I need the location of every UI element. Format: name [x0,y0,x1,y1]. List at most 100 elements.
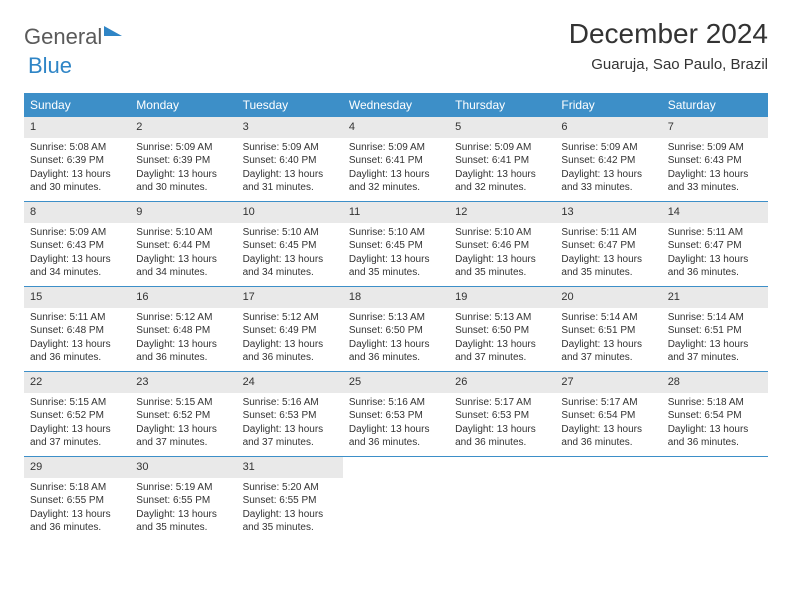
day-info: Sunrise: 5:13 AMSunset: 6:50 PMDaylight:… [449,308,555,371]
calendar-day-cell: 11Sunrise: 5:10 AMSunset: 6:45 PMDayligh… [343,202,449,286]
calendar-day-cell: 7Sunrise: 5:09 AMSunset: 6:43 PMDaylight… [662,117,768,201]
calendar-day-cell: 8Sunrise: 5:09 AMSunset: 6:43 PMDaylight… [24,202,130,286]
daylight-text: Daylight: 13 hours and 36 minutes. [30,338,124,365]
sunrise-text: Sunrise: 5:18 AM [668,396,762,410]
sunrise-text: Sunrise: 5:10 AM [136,226,230,240]
sunset-text: Sunset: 6:42 PM [561,154,655,168]
sunset-text: Sunset: 6:51 PM [561,324,655,338]
sunrise-text: Sunrise: 5:09 AM [455,141,549,155]
date-number: 17 [237,287,343,308]
daylight-text: Daylight: 13 hours and 32 minutes. [349,168,443,195]
sunset-text: Sunset: 6:49 PM [243,324,337,338]
date-number: 29 [24,457,130,478]
calendar-day-cell: 14Sunrise: 5:11 AMSunset: 6:47 PMDayligh… [662,202,768,286]
date-number: 27 [555,372,661,393]
sunrise-text: Sunrise: 5:10 AM [349,226,443,240]
day-info: Sunrise: 5:10 AMSunset: 6:46 PMDaylight:… [449,223,555,286]
daylight-text: Daylight: 13 hours and 37 minutes. [243,423,337,450]
sunset-text: Sunset: 6:53 PM [455,409,549,423]
daylight-text: Daylight: 13 hours and 34 minutes. [30,253,124,280]
calendar-day-cell: 21Sunrise: 5:14 AMSunset: 6:51 PMDayligh… [662,287,768,371]
day-info: Sunrise: 5:15 AMSunset: 6:52 PMDaylight:… [130,393,236,456]
sunset-text: Sunset: 6:47 PM [561,239,655,253]
brand-logo: General [24,18,122,50]
sunrise-text: Sunrise: 5:09 AM [30,226,124,240]
date-number: 6 [555,117,661,138]
day-info: Sunrise: 5:18 AMSunset: 6:55 PMDaylight:… [24,478,130,541]
day-info: Sunrise: 5:09 AMSunset: 6:39 PMDaylight:… [130,138,236,201]
sunset-text: Sunset: 6:43 PM [30,239,124,253]
sunrise-text: Sunrise: 5:14 AM [561,311,655,325]
day-info: Sunrise: 5:18 AMSunset: 6:54 PMDaylight:… [662,393,768,456]
sunset-text: Sunset: 6:53 PM [243,409,337,423]
daylight-text: Daylight: 13 hours and 35 minutes. [561,253,655,280]
daylight-text: Daylight: 13 hours and 33 minutes. [668,168,762,195]
daylight-text: Daylight: 13 hours and 33 minutes. [561,168,655,195]
daylight-text: Daylight: 13 hours and 35 minutes. [136,508,230,535]
daylight-text: Daylight: 13 hours and 36 minutes. [561,423,655,450]
calendar-week-row: 22Sunrise: 5:15 AMSunset: 6:52 PMDayligh… [24,372,768,457]
calendar-day-cell: 30Sunrise: 5:19 AMSunset: 6:55 PMDayligh… [130,457,236,541]
sunset-text: Sunset: 6:40 PM [243,154,337,168]
date-number: 11 [343,202,449,223]
sunset-text: Sunset: 6:55 PM [30,494,124,508]
date-number: 30 [130,457,236,478]
sunset-text: Sunset: 6:55 PM [243,494,337,508]
calendar-day-cell: 4Sunrise: 5:09 AMSunset: 6:41 PMDaylight… [343,117,449,201]
day-info: Sunrise: 5:19 AMSunset: 6:55 PMDaylight:… [130,478,236,541]
location-text: Guaruja, Sao Paulo, Brazil [569,56,768,73]
sunrise-text: Sunrise: 5:14 AM [668,311,762,325]
day-info: Sunrise: 5:09 AMSunset: 6:40 PMDaylight:… [237,138,343,201]
day-of-week-header: Thursday [449,93,555,117]
brand-part2: Blue [24,53,72,78]
sunset-text: Sunset: 6:50 PM [455,324,549,338]
sunrise-text: Sunrise: 5:15 AM [30,396,124,410]
sunrise-text: Sunrise: 5:13 AM [349,311,443,325]
calendar-day-cell: 23Sunrise: 5:15 AMSunset: 6:52 PMDayligh… [130,372,236,456]
day-info: Sunrise: 5:11 AMSunset: 6:47 PMDaylight:… [662,223,768,286]
date-number: 22 [24,372,130,393]
sunset-text: Sunset: 6:55 PM [136,494,230,508]
calendar-day-cell: 9Sunrise: 5:10 AMSunset: 6:44 PMDaylight… [130,202,236,286]
day-info: Sunrise: 5:14 AMSunset: 6:51 PMDaylight:… [662,308,768,371]
date-number: 7 [662,117,768,138]
sunrise-text: Sunrise: 5:17 AM [561,396,655,410]
day-of-week-header: Wednesday [343,93,449,117]
calendar-day-cell: 24Sunrise: 5:16 AMSunset: 6:53 PMDayligh… [237,372,343,456]
date-number: 25 [343,372,449,393]
calendar-week-row: 1Sunrise: 5:08 AMSunset: 6:39 PMDaylight… [24,117,768,202]
sunrise-text: Sunrise: 5:09 AM [136,141,230,155]
date-number: 19 [449,287,555,308]
sunset-text: Sunset: 6:54 PM [561,409,655,423]
date-number: 23 [130,372,236,393]
day-of-week-header: Tuesday [237,93,343,117]
day-info: Sunrise: 5:10 AMSunset: 6:45 PMDaylight:… [343,223,449,286]
daylight-text: Daylight: 13 hours and 30 minutes. [30,168,124,195]
calendar-day-cell: 12Sunrise: 5:10 AMSunset: 6:46 PMDayligh… [449,202,555,286]
day-info: Sunrise: 5:13 AMSunset: 6:50 PMDaylight:… [343,308,449,371]
calendar-day-cell: 16Sunrise: 5:12 AMSunset: 6:48 PMDayligh… [130,287,236,371]
calendar-day-cell: 18Sunrise: 5:13 AMSunset: 6:50 PMDayligh… [343,287,449,371]
daylight-text: Daylight: 13 hours and 37 minutes. [668,338,762,365]
calendar-week-row: 29Sunrise: 5:18 AMSunset: 6:55 PMDayligh… [24,457,768,541]
day-of-week-header: Monday [130,93,236,117]
daylight-text: Daylight: 13 hours and 30 minutes. [136,168,230,195]
sunset-text: Sunset: 6:43 PM [668,154,762,168]
daylight-text: Daylight: 13 hours and 37 minutes. [455,338,549,365]
day-info: Sunrise: 5:09 AMSunset: 6:41 PMDaylight:… [343,138,449,201]
daylight-text: Daylight: 13 hours and 37 minutes. [30,423,124,450]
day-of-week-header: Saturday [662,93,768,117]
date-number: 14 [662,202,768,223]
day-info: Sunrise: 5:20 AMSunset: 6:55 PMDaylight:… [237,478,343,541]
calendar-grid: SundayMondayTuesdayWednesdayThursdayFrid… [24,93,768,541]
calendar-day-cell: 13Sunrise: 5:11 AMSunset: 6:47 PMDayligh… [555,202,661,286]
calendar-day-cell: 3Sunrise: 5:09 AMSunset: 6:40 PMDaylight… [237,117,343,201]
calendar-day-cell: 29Sunrise: 5:18 AMSunset: 6:55 PMDayligh… [24,457,130,541]
sunrise-text: Sunrise: 5:17 AM [455,396,549,410]
daylight-text: Daylight: 13 hours and 36 minutes. [136,338,230,365]
daylight-text: Daylight: 13 hours and 35 minutes. [243,508,337,535]
daylight-text: Daylight: 13 hours and 36 minutes. [349,423,443,450]
sunset-text: Sunset: 6:54 PM [668,409,762,423]
sunset-text: Sunset: 6:39 PM [30,154,124,168]
calendar-day-cell: 26Sunrise: 5:17 AMSunset: 6:53 PMDayligh… [449,372,555,456]
